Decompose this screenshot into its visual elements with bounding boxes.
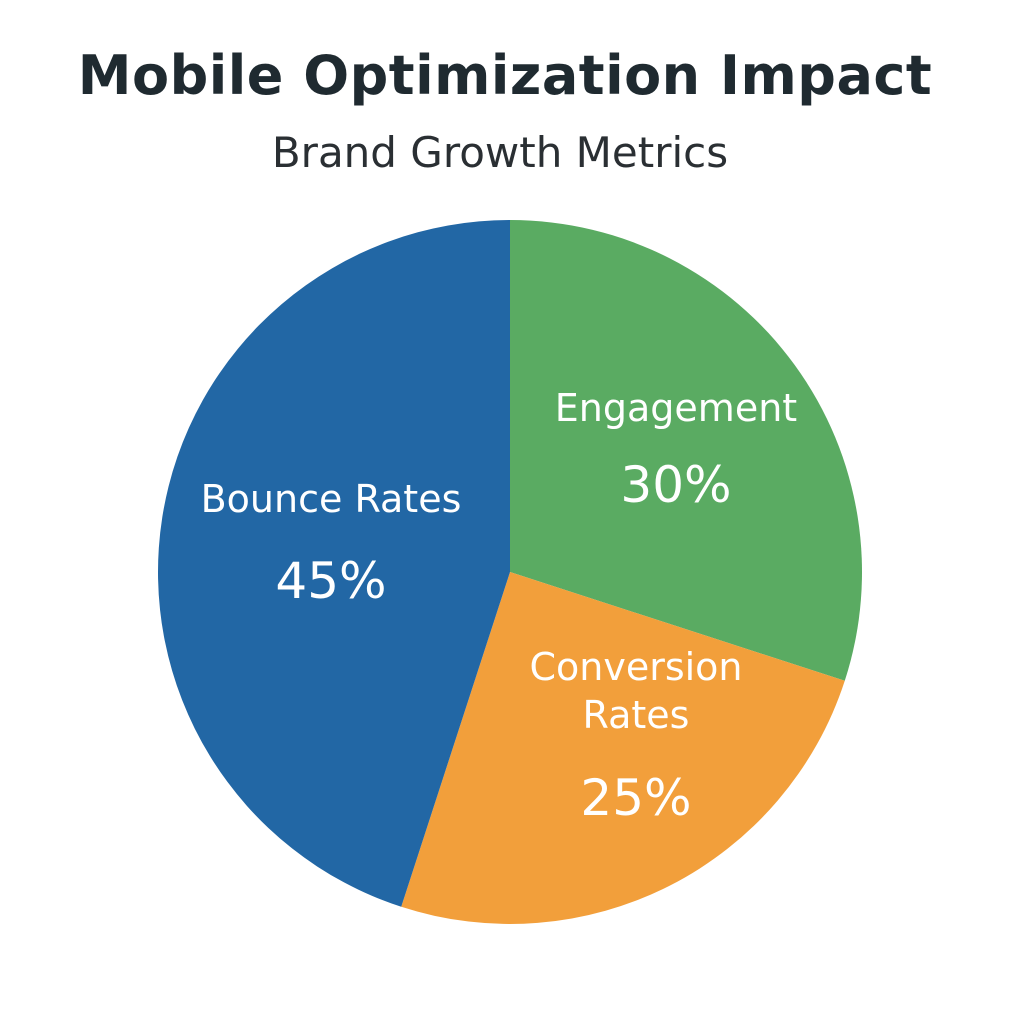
slice-label: Conversion bbox=[529, 645, 742, 689]
chart-subtitle: Brand Growth Metrics bbox=[271, 128, 729, 177]
chart-title: Mobile Optimization Impact bbox=[77, 44, 933, 107]
pie-slice bbox=[510, 220, 862, 681]
pie-slice bbox=[401, 572, 845, 925]
pie-slice bbox=[157, 220, 510, 907]
slice-label: Rates bbox=[583, 693, 690, 737]
slice-value-label: 45% bbox=[275, 552, 386, 610]
slice-label: Bounce Rates bbox=[201, 477, 462, 521]
slice-value-label: 30% bbox=[620, 456, 731, 514]
slice-value-label: 25% bbox=[580, 769, 691, 827]
pie-slices bbox=[157, 220, 862, 925]
slice-label: Engagement bbox=[555, 386, 797, 430]
